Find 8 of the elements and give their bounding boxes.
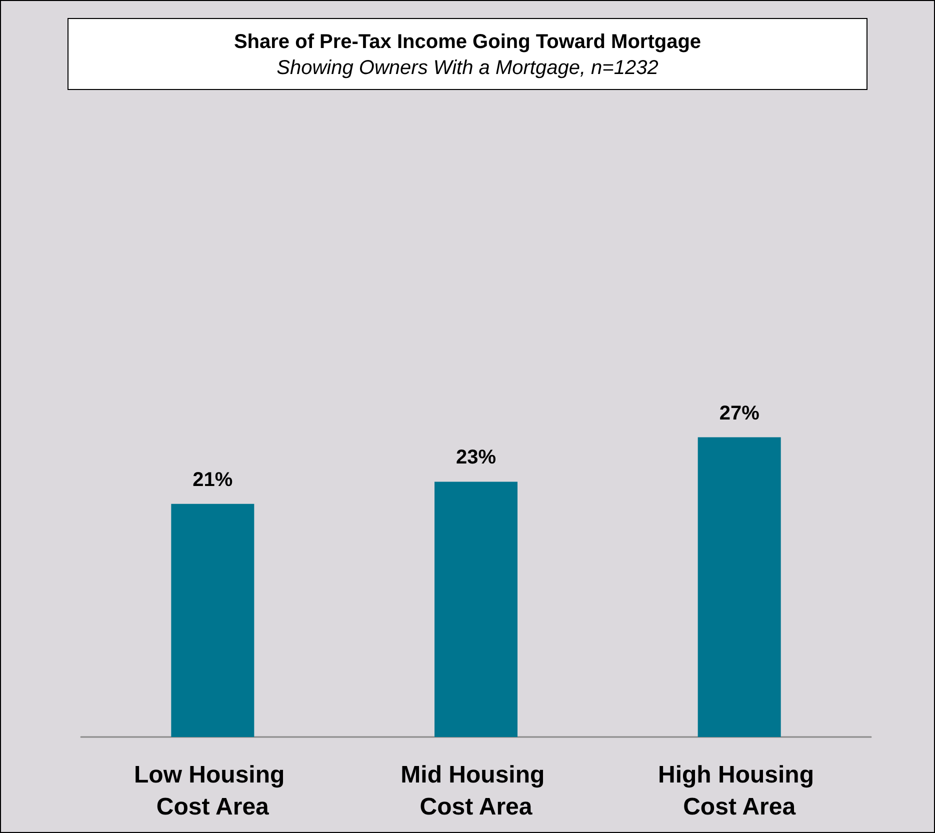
data-label: 23% xyxy=(456,446,496,469)
chart-subtitle: Showing Owners With a Mortgage, n=1232 xyxy=(276,57,658,79)
x-tick-label: Low Housing Cost Area xyxy=(134,762,292,820)
x-tick-label: Mid Housing Cost Area xyxy=(400,762,552,820)
data-label: 27% xyxy=(719,402,760,424)
x-tick-label: High Housing Cost Area xyxy=(658,762,821,820)
chart-title: Share of Pre-Tax Income Going Toward Mortgage xyxy=(234,31,702,53)
data-label: 21% xyxy=(192,468,233,491)
